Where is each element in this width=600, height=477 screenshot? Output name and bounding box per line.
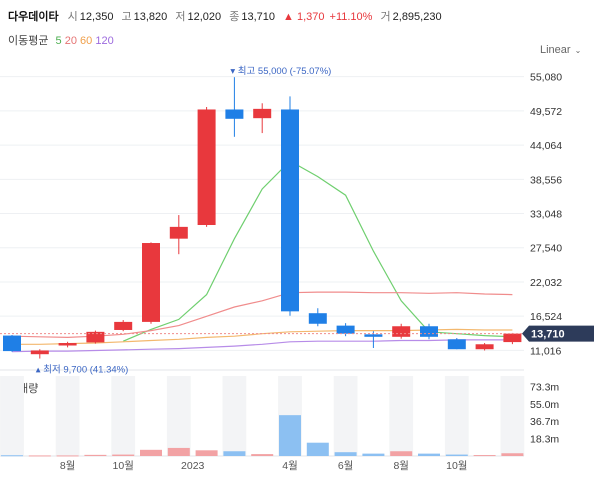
open-value: 12,350 (79, 11, 114, 23)
candle-body (3, 335, 21, 352)
volume-slot-bg (444, 376, 469, 456)
candle-body (308, 313, 327, 324)
low-label: 저 (175, 11, 186, 23)
ma-5-label: 5 (55, 35, 62, 47)
y-tick-label: 11,016 (530, 345, 561, 357)
candle-body (475, 344, 494, 350)
y-tick-label: 33,048 (530, 209, 562, 221)
volume-bar (390, 451, 413, 456)
current-price-label: 13,710 (531, 329, 565, 341)
volume-value: 2,895,230 (392, 11, 442, 23)
scale-mode-label: Linear (540, 44, 571, 56)
low-annotation: ▴ 최저 9,700 (41.34%) (36, 365, 129, 376)
change-value: ▲ 1,370 (283, 11, 325, 23)
volume-tick-label: 36.7m (530, 416, 559, 428)
volume-slot-bg (389, 376, 414, 456)
low-value: 12,020 (187, 11, 222, 23)
volume-bar (195, 450, 218, 456)
ma-60-label: 60 (80, 35, 93, 47)
x-tick-label: 8월 (60, 460, 76, 472)
volume-bar (251, 454, 274, 456)
volume-bar (279, 415, 301, 456)
ma-20-label: 20 (64, 35, 77, 47)
volume-bar (167, 447, 190, 456)
volume-bar (418, 453, 440, 456)
volume-slot-bg (222, 376, 247, 456)
candle-body (30, 350, 49, 355)
scale-mode-dropdown[interactable]: Linear ⌄ (540, 44, 581, 56)
volume-label: 거 (380, 11, 391, 23)
candle-body (392, 326, 411, 337)
volume-bar (56, 455, 79, 457)
volume-bar (1, 455, 23, 457)
volume-tick-label: 18.3m (530, 434, 559, 446)
x-tick-label: 8월 (393, 460, 409, 472)
volume-bar (306, 442, 329, 456)
candle-body (114, 321, 133, 330)
volume-bar (223, 451, 246, 456)
volume-slot-bg (333, 376, 358, 456)
volume-bar (28, 455, 51, 457)
x-tick-label: 6월 (338, 460, 354, 472)
volume-slot-bg (111, 376, 136, 456)
ma-120-line (11, 339, 513, 353)
volume-bar (445, 454, 468, 456)
x-tick-label: 10월 (446, 460, 467, 472)
volume-tick-label: 55.0m (530, 399, 559, 411)
candle-body (142, 243, 160, 322)
candle-body (225, 109, 244, 119)
high-label: 고 (121, 11, 132, 23)
open-label: 시 (67, 11, 78, 23)
y-tick-label: 22,032 (530, 277, 562, 289)
candle-body (281, 109, 299, 312)
candle-body (169, 226, 188, 239)
current-price-tag (522, 325, 594, 342)
x-tick-label: 10월 (113, 460, 134, 472)
volume-tick-label: 73.3m (530, 381, 559, 393)
candle-body (336, 325, 355, 334)
moving-average-title: 이동평균 (8, 35, 49, 47)
volume-bar (334, 452, 357, 456)
y-tick-label: 49,572 (530, 106, 562, 118)
volume-bar (140, 449, 162, 456)
ma-5-line (122, 160, 513, 342)
candle-body (503, 333, 522, 343)
x-tick-label: 4월 (282, 460, 298, 472)
volume-slot-bg (55, 376, 80, 456)
candle-body (86, 331, 105, 343)
y-tick-label: 38,556 (530, 174, 562, 186)
candle-body (420, 326, 438, 337)
volume-slot-bg (500, 376, 525, 456)
ma-120-label: 120 (95, 35, 114, 47)
volume-bar (473, 455, 496, 457)
volume-slot-bg (166, 376, 191, 456)
high-annotation: ▾ 최고 55,000 (-75.07%) (230, 66, 331, 77)
candle-body (58, 343, 77, 346)
close-label: 종 (229, 11, 240, 23)
close-value: 13,710 (241, 11, 275, 23)
moving-average-legend[interactable]: 이동평균 5 20 60 120 (8, 32, 114, 48)
y-tick-label: 27,540 (530, 243, 562, 255)
y-tick-label: 16,524 (530, 311, 562, 323)
y-tick-label: 55,080 (530, 72, 562, 84)
volume-bar (501, 453, 524, 456)
chevron-down-icon: ⌄ (574, 46, 582, 55)
y-tick-label: 44,064 (530, 140, 562, 152)
candle-body (253, 108, 272, 119)
high-value: 13,820 (133, 11, 168, 23)
change-percent: +11.10% (329, 11, 373, 23)
stock-name: 다우데이타 (8, 11, 59, 23)
candle-body (197, 109, 216, 226)
candle-body (447, 339, 466, 350)
volume-bar (362, 453, 385, 456)
quote-header: 다우데이타 시 12,350 고 13,820 저 12,020 종 13,710 ▲ … (8, 8, 447, 24)
volume-slot-bg (0, 376, 24, 456)
x-tick-label: 2023 (181, 460, 205, 472)
volume-bar (112, 454, 135, 456)
volume-bar (84, 454, 107, 456)
candle-body (364, 334, 383, 337)
